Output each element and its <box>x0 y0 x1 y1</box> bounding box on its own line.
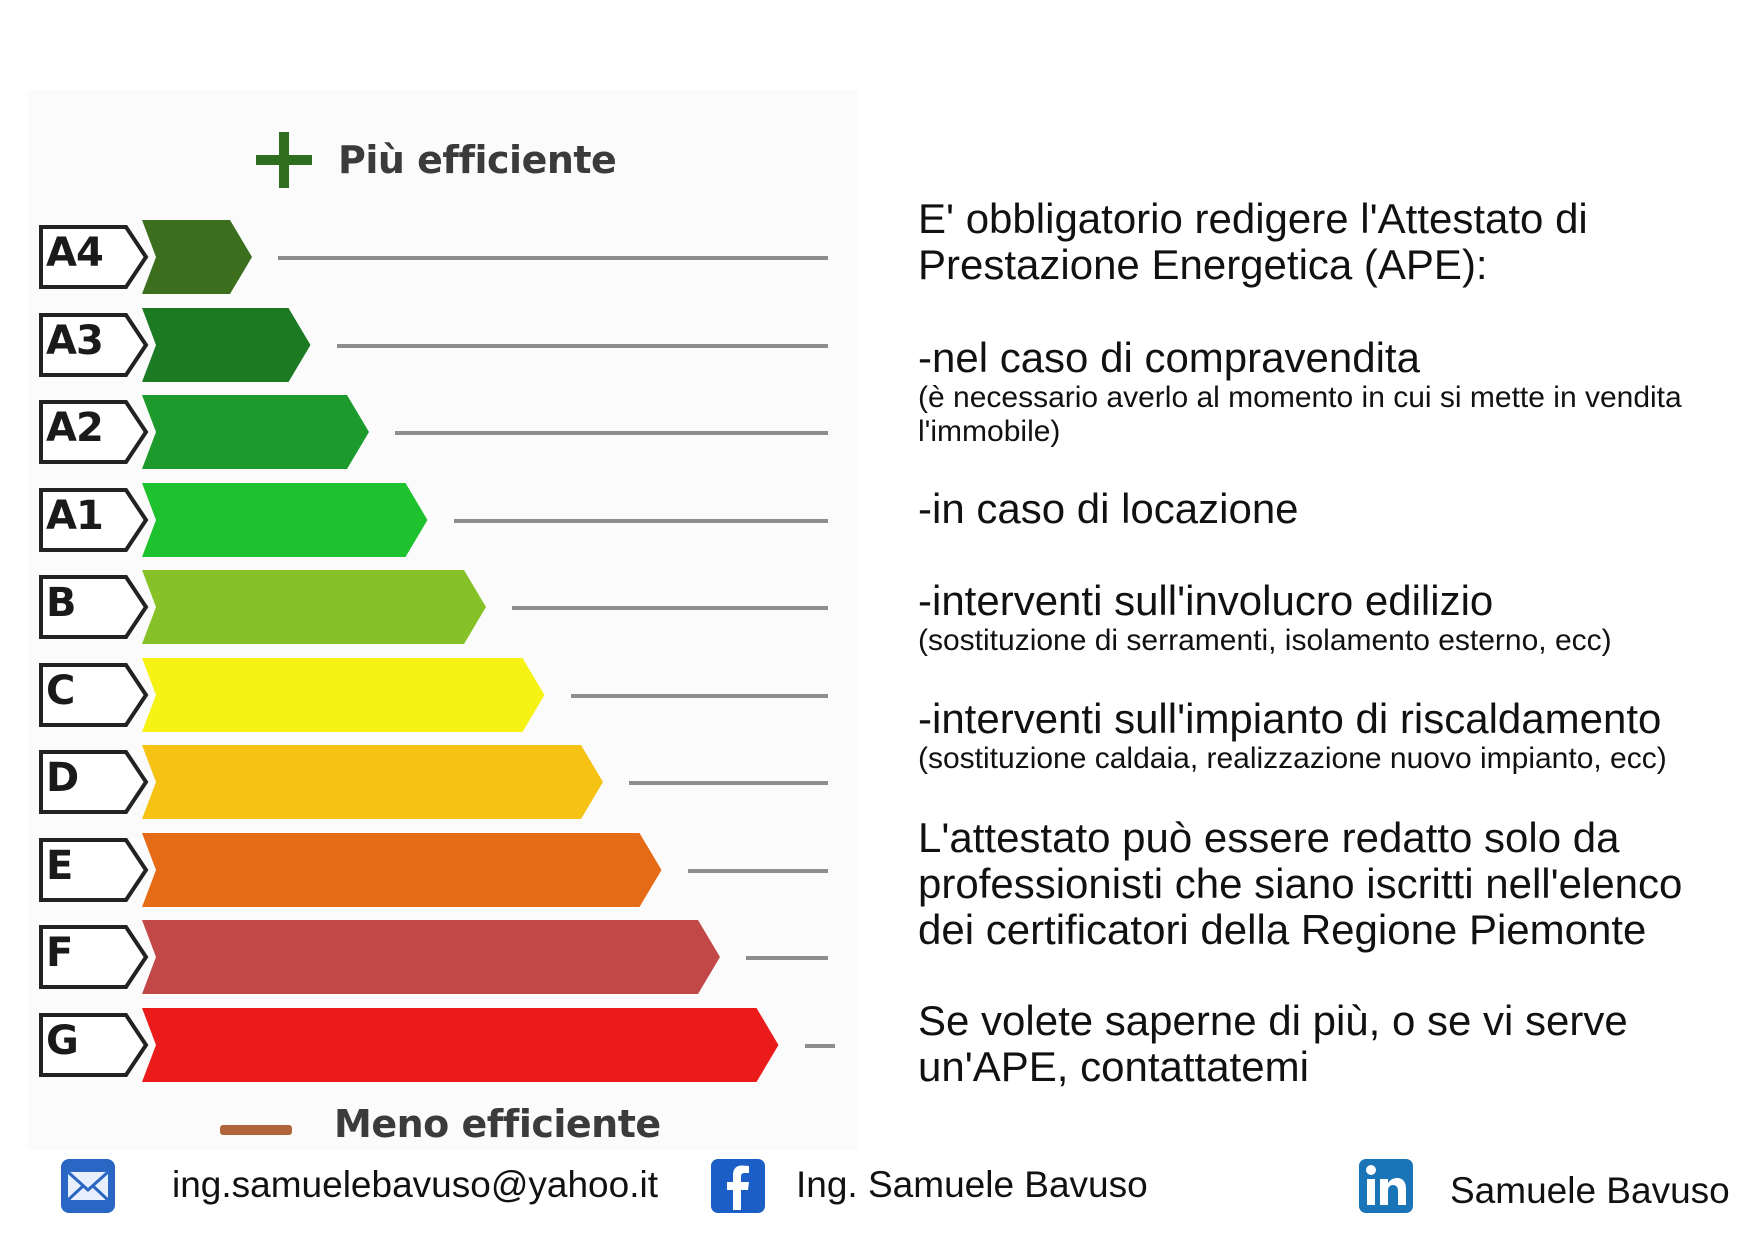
requirement-heating-title: -interventi sull'impianto di riscaldamen… <box>918 695 1662 742</box>
energy-class-row: A4 <box>28 220 858 300</box>
energy-class-guide-line <box>570 693 828 698</box>
energy-class-tag <box>39 575 149 639</box>
facebook-icon[interactable] <box>710 1158 766 1214</box>
energy-class-row: C <box>28 657 858 738</box>
requirement-sale-note: (è necessario averlo al momento in cui s… <box>918 381 1682 448</box>
energy-class-tag <box>39 225 149 289</box>
energy-class-label: D <box>46 755 79 801</box>
requirement-sale: -nel caso di compravendita (è necessario… <box>918 335 1748 449</box>
energy-class-label: G <box>46 1017 79 1064</box>
energy-class-tag <box>39 312 149 377</box>
requirement-envelope-note: (sostituzione di serramenti, isolamento … <box>918 624 1612 657</box>
energy-class-tag <box>39 487 149 552</box>
less-efficient-label: Meno efficiente <box>334 1102 661 1146</box>
facebook-link[interactable]: Ing. Samuele Bavuso <box>796 1164 1148 1205</box>
energy-class-row: A1 <box>28 482 858 563</box>
energy-class-bar <box>142 832 662 907</box>
energy-class-label: A1 <box>46 492 104 539</box>
linkedin-icon[interactable] <box>1358 1158 1414 1214</box>
energy-class-row: E <box>28 832 858 913</box>
energy-class-guide-line <box>746 956 828 960</box>
requirement-envelope-title: -interventi sull'involucro edilizio <box>918 577 1494 624</box>
contact-text: Se volete saperne di più, o se vi serve … <box>918 997 1628 1090</box>
energy-class-bar <box>142 307 311 382</box>
email-link[interactable]: ing.samuelebavuso@yahoo.it <box>172 1164 658 1205</box>
energy-class-label: B <box>46 580 76 626</box>
energy-class-guide-line <box>278 256 828 260</box>
energy-class-tag <box>39 750 149 814</box>
energy-class-label: A2 <box>46 405 104 451</box>
energy-class-bar <box>142 745 603 819</box>
energy-class-tag <box>39 925 149 989</box>
energy-class-tag <box>39 400 149 464</box>
requirement-envelope: -interventi sull'involucro edilizio (sos… <box>918 578 1748 658</box>
energy-class-bar <box>142 395 369 469</box>
energy-class-row: A3 <box>28 307 858 388</box>
energy-class-guide-line <box>336 343 828 348</box>
footer: ing.samuelebavuso@yahoo.it Ing. Samuele … <box>0 1156 1755 1220</box>
energy-class-guide-line <box>453 518 828 523</box>
energy-class-label: A4 <box>46 230 104 276</box>
energy-class-guide-line <box>395 431 828 435</box>
more-efficient-label: Più efficiente <box>338 138 617 182</box>
energy-class-row: F <box>28 920 858 1000</box>
energy-class-bar <box>142 482 428 557</box>
energy-class-tag <box>39 662 149 727</box>
linkedin-link[interactable]: Samuele Bavuso <box>1450 1170 1730 1211</box>
intro-text: E' obbligatorio redigere l'Attestato di … <box>918 195 1588 288</box>
plus-icon <box>256 132 312 188</box>
energy-class-guide-line <box>804 1043 835 1048</box>
energy-class-label: A3 <box>46 317 104 364</box>
energy-class-bar <box>142 570 486 644</box>
energy-class-scale: Più efficiente A4 A3 A2 A1 B C D E F G Meno effic… <box>28 90 858 1150</box>
energy-class-bar <box>142 657 545 732</box>
energy-class-bar <box>142 1007 779 1082</box>
energy-class-guide-line <box>687 868 828 873</box>
energy-class-tag <box>39 1012 149 1077</box>
requirement-heating: -interventi sull'impianto di riscaldamen… <box>918 696 1748 776</box>
requirement-sale-title: -nel caso di compravendita <box>918 334 1420 381</box>
minus-icon <box>220 1125 292 1135</box>
requirement-lease: -in caso di locazione <box>918 485 1299 532</box>
energy-class-label: E <box>46 842 73 889</box>
energy-class-row: D <box>28 745 858 825</box>
energy-class-bar <box>142 920 720 994</box>
energy-class-bar <box>142 220 252 294</box>
energy-class-row: G <box>28 1007 858 1088</box>
energy-class-row: A2 <box>28 395 858 475</box>
energy-class-label: C <box>46 667 75 714</box>
professionals-text: L'attestato può essere redatto solo da p… <box>918 814 1683 953</box>
mail-icon[interactable] <box>60 1158 116 1214</box>
requirement-heating-note: (sostituzione caldaia, realizzazione nuo… <box>918 742 1667 775</box>
energy-class-guide-line <box>629 781 828 785</box>
energy-class-label: F <box>46 930 73 976</box>
energy-class-guide-line <box>512 606 828 610</box>
energy-class-tag <box>39 837 149 902</box>
energy-class-row: B <box>28 570 858 650</box>
